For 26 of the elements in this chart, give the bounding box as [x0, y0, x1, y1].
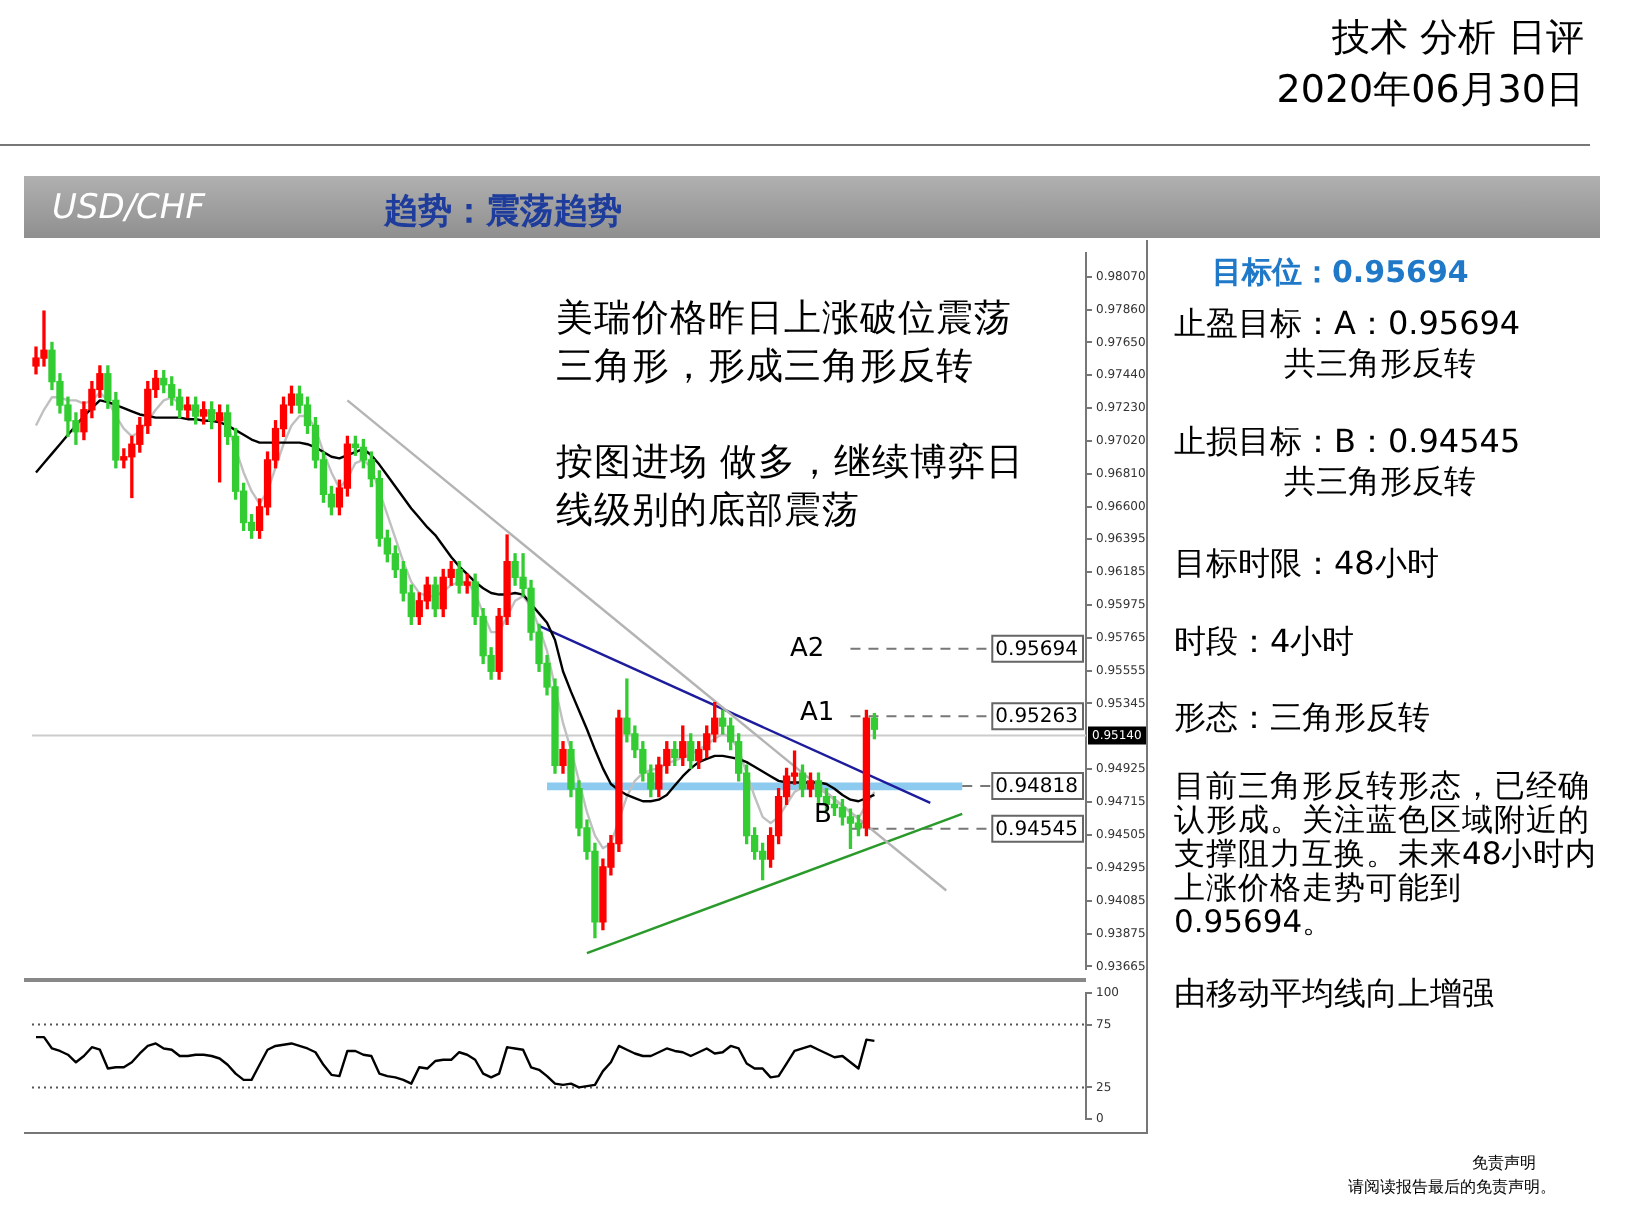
chart-subtitle: 趋势：震荡趋势: [384, 190, 622, 234]
text: 共三角形反转: [1284, 462, 1476, 504]
annotation: 美瑞价格昨日上涨破位震荡三角形，形成三角形反转: [556, 296, 1014, 392]
ref-line-label: 0.95694: [995, 638, 1079, 661]
text: 目前三角形反转形态，已经确认形成。关注蓝色区域附近的支撑阻力互换。未来48小时内上涨价格走势可能到0.95694。: [1174, 768, 1600, 940]
chart-title: USD/CHF: [52, 188, 205, 228]
annotation: 按图进场 做多，继续博弈日线级别的底部震荡: [556, 440, 1026, 536]
ref-line-label: 0.94818: [995, 776, 1079, 799]
text: 目标时限：48小时: [1174, 544, 1439, 586]
ref-line-label: 0.94545: [995, 818, 1079, 841]
text: 共三角形反转: [1284, 344, 1476, 386]
text: 止盈目标：A：0.95694: [1174, 304, 1521, 346]
text: 目标位：0.95694: [1212, 254, 1469, 292]
annotation: A2: [790, 634, 825, 664]
ref-line-label: 0.95263: [995, 706, 1079, 729]
annotation: B: [814, 800, 832, 830]
text: 2020年06月30日: [1276, 66, 1584, 116]
text: 时段：4小时: [1174, 622, 1355, 664]
annotation: A1: [800, 698, 835, 728]
text: 形态：三角形反转: [1174, 698, 1430, 740]
text: 免责声明: [1472, 1152, 1536, 1174]
text: 技术 分析 日评: [1331, 14, 1584, 64]
text: 由移动平均线向上增强: [1174, 974, 1494, 1016]
text: 请阅读报告最后的免责声明。: [1348, 1176, 1556, 1198]
text: 止损目标：B：0.94545: [1174, 422, 1521, 464]
candlestick: [40, 310, 48, 367]
